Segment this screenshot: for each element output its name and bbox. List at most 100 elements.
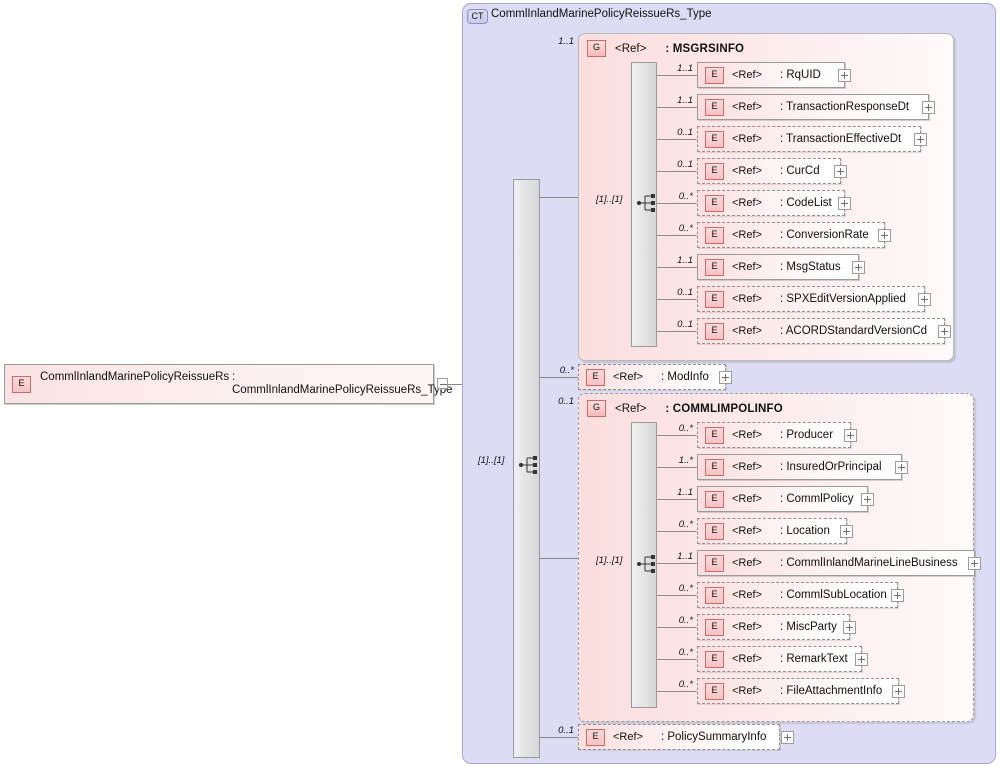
element-ref-label: <Ref> [732, 429, 762, 441]
cardinality-msgstatus: 1..1 [677, 255, 693, 266]
element-ref-label: <Ref> [732, 101, 762, 113]
cardinality-insuredorprincipal: 1..* [678, 455, 693, 466]
root-element-box[interactable]: E CommlInlandMarinePolicyReissueRs: Comm… [4, 364, 453, 404]
expand-icon[interactable] [861, 493, 874, 506]
cardinality-acordstandardversioncd: 0..1 [677, 319, 693, 330]
element-row-rquid[interactable]: E <Ref> : RqUID [697, 62, 845, 88]
element-ref-label: <Ref> [732, 261, 762, 273]
group-name-msgrsinfo: : MSGRSINFO [665, 42, 745, 55]
expand-icon[interactable] [968, 557, 981, 570]
expand-icon[interactable] [895, 461, 908, 474]
element-badge-icon: E [705, 554, 724, 572]
element-badge-icon: E [586, 368, 605, 386]
element-badge-icon: E [705, 458, 724, 476]
element-row-msgstatus[interactable]: E <Ref> : MsgStatus [697, 254, 859, 280]
element-ref-label: <Ref> [732, 525, 762, 537]
element-row-codelist[interactable]: E <Ref> : CodeList [697, 190, 845, 216]
element-name-commlinlandmarinelinebusiness: : CommlInlandMarineLineBusiness [779, 557, 958, 569]
element-ref-label: <Ref> [732, 493, 762, 505]
branch-line-commlimpolinfo [540, 558, 578, 559]
connector-line [657, 75, 697, 76]
cardinality-transactioneffectivedt: 0..1 [677, 127, 693, 138]
branch-line-modinfo [540, 377, 578, 378]
element-name-fileattachmentinfo: : FileAttachmentInfo [779, 685, 883, 697]
element-row-remarktext[interactable]: E <Ref> : RemarkText [697, 646, 862, 672]
sequence-icon [637, 555, 655, 573]
element-row-commlpolicy[interactable]: E <Ref> : CommlPolicy [697, 486, 868, 512]
element-badge-icon: E [705, 226, 724, 244]
expand-icon[interactable] [838, 197, 851, 210]
expand-icon[interactable] [844, 429, 857, 442]
complextype-badge-icon: CT [467, 9, 488, 24]
element-row-location[interactable]: E <Ref> : Location [697, 518, 847, 544]
cardinality-commlpolicy: 1..1 [677, 487, 693, 498]
element-badge-icon: E [705, 258, 724, 276]
root-sequence-bar[interactable] [513, 179, 540, 758]
element-name-curcd: : CurCd [779, 165, 820, 177]
element-row-acordstandardversioncd[interactable]: E <Ref> : ACORDStandardVersionCd [697, 318, 945, 344]
cardinality-msgrsinfo: 1..1 [558, 36, 574, 47]
group-badge-icon: G [587, 40, 606, 57]
expand-icon[interactable] [852, 261, 865, 274]
expand-icon[interactable] [843, 621, 856, 634]
element-row-insuredorprincipal[interactable]: E <Ref> : InsuredOrPrincipal [697, 454, 902, 480]
cardinality-rquid: 1..1 [677, 63, 693, 74]
connector-line [657, 659, 697, 660]
element-ref-label: <Ref> [732, 325, 762, 337]
expand-icon[interactable] [781, 731, 794, 744]
expand-icon[interactable] [891, 589, 904, 602]
element-row-spxeditversionapplied[interactable]: E <Ref> : SPXEditVersionApplied [697, 286, 925, 312]
expand-icon[interactable] [892, 685, 905, 698]
expand-icon[interactable] [834, 165, 847, 178]
element-badge-icon: E [586, 728, 605, 746]
element-row-fileattachmentinfo[interactable]: E <Ref> : FileAttachmentInfo [697, 678, 899, 704]
connector-line [657, 435, 697, 436]
expand-icon[interactable] [918, 293, 931, 306]
expand-icon[interactable] [938, 325, 951, 338]
element-name-conversionrate: : ConversionRate [779, 229, 869, 241]
expand-icon[interactable] [838, 69, 851, 82]
element-name-miscparty: : MiscParty [779, 621, 837, 633]
element-ref-label: <Ref> [613, 731, 643, 743]
cardinality-spxeditversionapplied: 0..1 [677, 287, 693, 298]
cardinality-codelist: 0..* [678, 191, 693, 202]
element-row-modinfo[interactable]: E <Ref> : ModInfo [578, 364, 726, 390]
element-row-producer[interactable]: E <Ref> : Producer [697, 422, 851, 448]
connector-line [657, 139, 697, 140]
expand-icon[interactable] [922, 101, 935, 114]
element-row-curcd[interactable]: E <Ref> : CurCd [697, 158, 841, 184]
element-badge-icon: E [705, 194, 724, 212]
element-badge-icon: E [705, 66, 724, 84]
element-row-conversionrate[interactable]: E <Ref> : ConversionRate [697, 222, 885, 248]
connector-line [657, 691, 697, 692]
element-name-acordstandardversioncd: : ACORDStandardVersionCd [779, 325, 927, 337]
connector-line [657, 203, 697, 204]
element-row-policysummaryinfo[interactable]: E <Ref> : PolicySummaryInfo [578, 724, 780, 750]
element-row-transactioneffectivedt[interactable]: E <Ref> : TransactionEffectiveDt [697, 126, 921, 152]
element-badge-icon: E [705, 322, 724, 340]
element-ref-label: <Ref> [732, 557, 762, 569]
cardinality-producer: 0..* [678, 423, 693, 434]
element-row-commlsublocation[interactable]: E <Ref> : CommlSubLocation [697, 582, 898, 608]
element-name-producer: : Producer [779, 429, 834, 441]
element-badge-icon: E [705, 130, 724, 148]
element-ref-label: <Ref> [732, 621, 762, 633]
element-row-transactionresponsedt[interactable]: E <Ref> : TransactionResponseDt [697, 94, 929, 120]
element-row-commlinlandmarinelinebusiness[interactable]: E <Ref> : CommlInlandMarineLineBusiness [697, 550, 975, 576]
msgrsinfo-sequence-cardinality: [1]..[1] [596, 194, 623, 205]
collapse-icon[interactable] [437, 378, 448, 389]
cardinality-miscparty: 0..* [678, 615, 693, 626]
element-badge-icon: E [705, 290, 724, 308]
group-header-commlimpolinfo: G <Ref> : COMMLIMPOLINFO [587, 400, 783, 417]
expand-icon[interactable] [855, 653, 868, 666]
element-badge-icon: E [705, 162, 724, 180]
group-ref-label: <Ref> [615, 42, 647, 55]
element-row-miscparty[interactable]: E <Ref> : MiscParty [697, 614, 850, 640]
expand-icon[interactable] [719, 371, 732, 384]
expand-icon[interactable] [878, 229, 891, 242]
element-name-policysummaryinfo: : PolicySummaryInfo [660, 731, 767, 743]
expand-icon[interactable] [840, 525, 853, 538]
element-ref-label: <Ref> [732, 293, 762, 305]
expand-icon[interactable] [914, 133, 927, 146]
connector-line [657, 235, 697, 236]
